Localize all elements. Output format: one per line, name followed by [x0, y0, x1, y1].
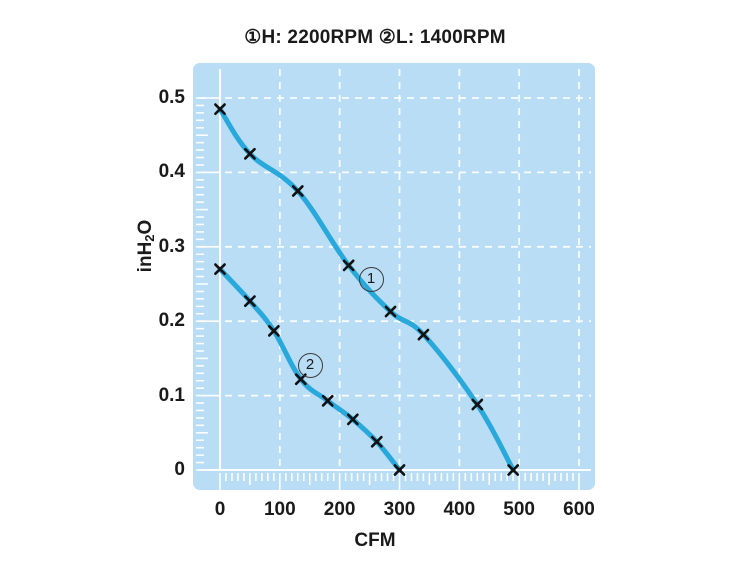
- chart-title: ①H: 2200RPM ②L: 1400RPM: [244, 27, 506, 48]
- data-point-marker: [267, 324, 280, 337]
- x-tick-label: 400: [443, 499, 476, 520]
- data-point-marker: [417, 328, 430, 341]
- y-tick-label: 0.5: [158, 87, 185, 108]
- x-axis-tick-labels: 0 100 200 300 400 500 600: [0, 500, 750, 526]
- y-axis-title-sub: 2: [142, 234, 157, 242]
- data-point-marker: [393, 464, 406, 476]
- y-axis-tick-labels: 0 0.1 0.2 0.3 0.4 0.5: [125, 0, 185, 587]
- y-tick-label: 0.3: [158, 235, 185, 257]
- grid-layer: [199, 69, 591, 471]
- data-point-marker: [471, 398, 484, 411]
- y-tick-label: 0.4: [158, 161, 185, 183]
- data-point-marker: [384, 305, 397, 318]
- data-point-markers: [214, 103, 520, 476]
- y-axis-title-main: inH: [135, 241, 156, 273]
- data-point-marker: [346, 413, 359, 426]
- plot-area: [193, 63, 595, 490]
- x-tick-label: 100: [263, 499, 296, 520]
- y-tick-label: 0.1: [158, 384, 185, 406]
- data-point-marker: [244, 147, 256, 160]
- series-badge-2: 2: [297, 353, 323, 379]
- data-point-marker: [291, 185, 304, 197]
- data-point-marker: [214, 263, 226, 276]
- y-tick-label: 0: [174, 459, 185, 480]
- data-point-marker: [214, 103, 226, 116]
- axis-minor-ticks: [196, 97, 580, 490]
- y-tick-label: 0.2: [158, 310, 185, 332]
- data-point-marker: [244, 295, 256, 308]
- data-point-marker: [370, 435, 383, 448]
- x-tick-label: 200: [323, 499, 356, 520]
- x-tick-label: 600: [563, 499, 595, 520]
- data-point-marker: [321, 394, 334, 407]
- x-axis-title: CFM: [354, 530, 396, 551]
- y-axis-title: inH2O: [135, 191, 157, 301]
- data-point-marker: [507, 464, 520, 476]
- x-tick-label: 500: [503, 499, 535, 520]
- plot-svg: [196, 69, 591, 490]
- series-badge-1: 1: [358, 267, 384, 293]
- x-tick-label: 0: [214, 499, 226, 520]
- data-point-marker: [342, 259, 355, 272]
- y-axis-title-tail: O: [135, 219, 156, 235]
- x-tick-label: 300: [383, 499, 416, 520]
